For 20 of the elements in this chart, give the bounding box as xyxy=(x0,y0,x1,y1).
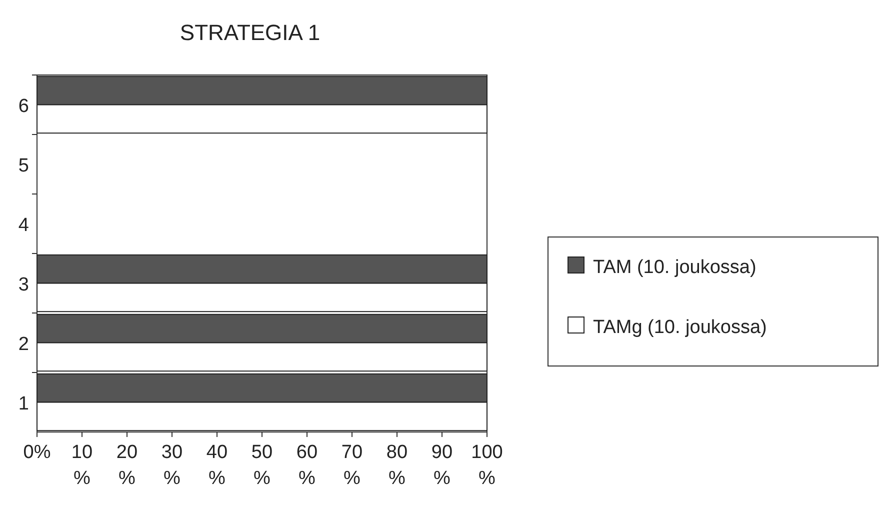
x-tick-label: 10 % xyxy=(71,442,93,489)
x-tick-label: 50 % xyxy=(251,442,273,489)
y-tick-label: 3 xyxy=(18,274,29,296)
x-tick-label: 30 % xyxy=(161,442,183,489)
y-tick-label: 5 xyxy=(18,155,29,176)
x-tick-label: 80 % xyxy=(386,442,408,489)
y-tick-label: 4 xyxy=(18,214,30,236)
y-tick-label: 2 xyxy=(18,334,29,355)
chart-title: STRATEGIA 1 xyxy=(180,20,320,45)
x-tick-label: 20 % xyxy=(116,442,138,489)
legend-label: TAM (10. joukossa) xyxy=(593,257,756,278)
x-tick-label: 0% xyxy=(23,442,51,463)
x-tick-label: 100 % xyxy=(471,442,503,489)
legend-label: TAMg (10. joukossa) xyxy=(593,317,767,338)
x-tick-label: 60 % xyxy=(296,442,318,489)
x-tick-label: 90 % xyxy=(431,442,453,489)
y-tick-label: 6 xyxy=(18,96,29,117)
x-tick-label: 70 % xyxy=(341,442,363,489)
x-tick-label: 40 % xyxy=(206,442,228,489)
y-tick-label: 1 xyxy=(18,393,29,414)
